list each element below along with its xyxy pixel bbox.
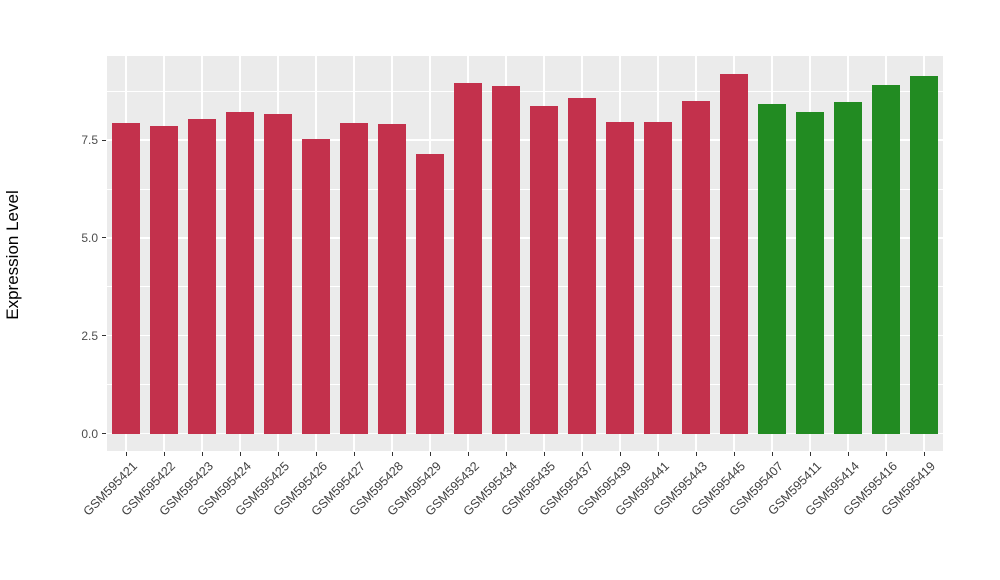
y-tick-label: 0.0 <box>81 426 98 441</box>
bar-GSM595432 <box>454 83 482 434</box>
minor-gridline <box>107 286 943 288</box>
x-tick-mark <box>771 452 773 456</box>
bar-GSM595423 <box>188 118 216 434</box>
x-tick-mark <box>467 452 469 456</box>
x-tick-mark <box>543 452 545 456</box>
x-tick-mark <box>847 452 849 456</box>
x-tick-mark <box>163 452 165 456</box>
y-tick-mark <box>102 433 106 434</box>
x-tick-mark <box>695 452 697 456</box>
x-tick-mark <box>885 452 887 456</box>
x-tick-mark <box>391 452 393 456</box>
minor-gridline <box>107 188 943 190</box>
minor-gridline <box>107 90 943 92</box>
major-gridline <box>107 334 943 337</box>
x-tick-mark <box>239 452 241 456</box>
x-tick-mark <box>809 452 811 456</box>
y-tick-label: 2.5 <box>81 328 98 343</box>
bar-GSM595422 <box>150 126 178 434</box>
x-tick-mark <box>353 452 355 456</box>
bar-GSM595445 <box>720 74 748 434</box>
minor-gridline <box>107 384 943 386</box>
bar-GSM595407 <box>758 103 786 434</box>
y-tick-label: 5.0 <box>81 230 98 245</box>
bar-GSM595425 <box>264 113 292 434</box>
bar-GSM595419 <box>910 76 938 434</box>
bar-GSM595416 <box>872 85 900 434</box>
x-tick-mark <box>315 452 317 456</box>
bar-GSM595424 <box>226 111 254 434</box>
bar-GSM595429 <box>416 154 444 434</box>
y-axis-title: Expression Level <box>3 190 22 320</box>
x-tick-mark <box>429 452 431 456</box>
x-tick-mark <box>505 452 507 456</box>
x-tick-mark <box>657 452 659 456</box>
bar-GSM595421 <box>112 122 140 434</box>
x-tick-mark <box>125 452 127 456</box>
y-tick-mark <box>102 237 106 239</box>
bar-GSM595427 <box>340 123 368 434</box>
x-tick-mark <box>581 452 583 456</box>
major-gridline <box>107 432 943 435</box>
bar-GSM595414 <box>834 101 862 434</box>
x-tick-mark <box>619 452 621 456</box>
bar-GSM595434 <box>492 85 520 434</box>
bar-GSM595428 <box>378 123 406 434</box>
y-tick-mark <box>102 139 106 141</box>
x-tick-mark <box>923 452 925 456</box>
bar-GSM595437 <box>568 97 596 434</box>
bar-GSM595435 <box>530 105 558 434</box>
bar-GSM595439 <box>606 121 634 434</box>
y-tick-label: 7.5 <box>81 133 98 148</box>
bar-GSM595441 <box>644 121 672 434</box>
bar-GSM595426 <box>302 139 330 434</box>
y-tick-mark <box>102 335 106 337</box>
x-tick-mark <box>277 452 279 456</box>
plot-panel <box>107 56 943 451</box>
bar-GSM595443 <box>682 101 710 434</box>
x-tick-mark <box>201 452 203 456</box>
major-gridline <box>107 139 943 141</box>
x-tick-mark <box>733 452 735 456</box>
bar-GSM595411 <box>796 111 824 434</box>
major-gridline <box>107 237 943 239</box>
